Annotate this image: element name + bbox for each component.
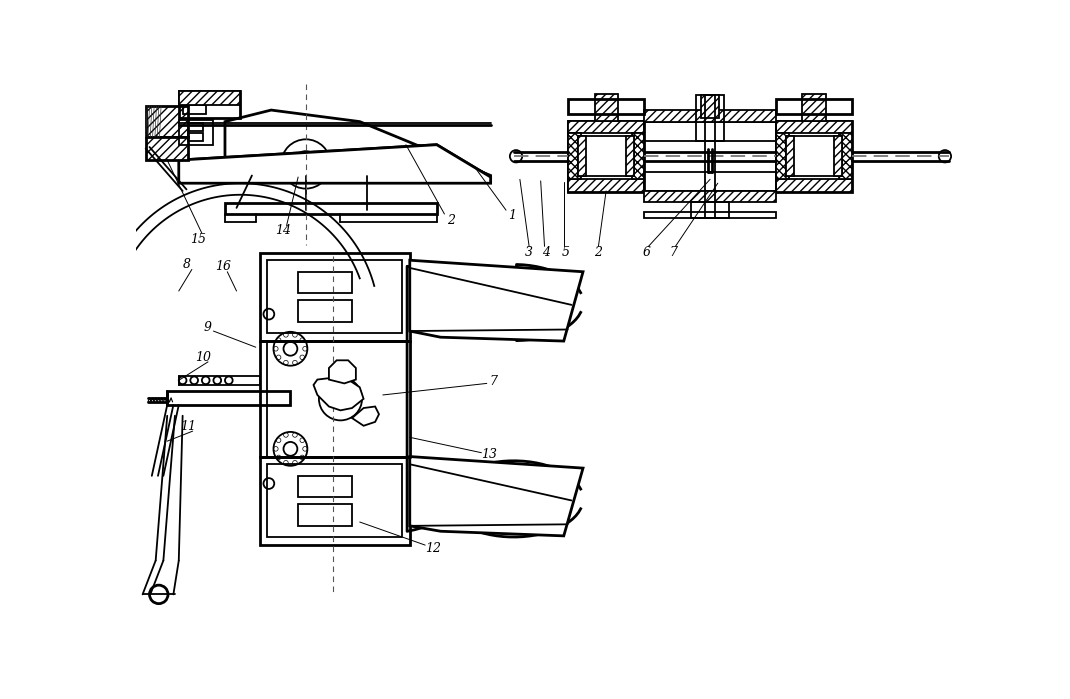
Bar xyxy=(786,136,794,176)
Bar xyxy=(595,94,617,121)
Bar xyxy=(644,122,777,141)
Bar xyxy=(568,134,581,180)
Bar xyxy=(183,105,205,114)
Text: 2: 2 xyxy=(446,214,455,226)
Bar xyxy=(568,121,644,134)
Bar xyxy=(268,464,402,538)
Text: 6: 6 xyxy=(642,246,651,259)
Bar xyxy=(701,94,719,117)
Bar xyxy=(691,203,730,218)
Bar xyxy=(777,121,852,192)
Polygon shape xyxy=(352,407,379,426)
Bar xyxy=(568,121,644,192)
Bar xyxy=(225,203,437,214)
Polygon shape xyxy=(410,456,583,536)
Bar xyxy=(299,272,352,294)
Bar xyxy=(167,391,290,405)
Text: 12: 12 xyxy=(425,542,441,555)
Bar xyxy=(179,91,241,105)
Bar xyxy=(179,91,241,117)
Bar xyxy=(179,375,260,385)
Text: 9: 9 xyxy=(204,321,212,333)
Bar xyxy=(777,134,789,180)
Bar xyxy=(568,180,644,192)
Bar xyxy=(568,99,644,114)
Bar xyxy=(179,120,213,145)
Bar xyxy=(834,136,842,176)
Text: 5: 5 xyxy=(562,246,570,259)
Bar xyxy=(777,180,852,192)
Bar xyxy=(146,106,188,137)
Polygon shape xyxy=(179,110,491,177)
Bar xyxy=(697,94,724,141)
Bar xyxy=(840,134,852,180)
Bar xyxy=(579,136,586,176)
Bar xyxy=(188,134,203,141)
Text: 15: 15 xyxy=(190,233,207,246)
Polygon shape xyxy=(179,145,491,183)
Bar xyxy=(299,504,352,526)
Text: 10: 10 xyxy=(196,351,212,363)
Text: 2: 2 xyxy=(595,246,602,259)
Bar xyxy=(802,94,826,121)
Bar xyxy=(260,252,410,341)
Polygon shape xyxy=(328,360,356,384)
Bar xyxy=(777,99,852,114)
Text: 1: 1 xyxy=(508,209,516,222)
Polygon shape xyxy=(410,260,583,341)
Bar xyxy=(260,456,410,545)
Bar xyxy=(146,137,188,160)
Bar xyxy=(644,110,777,122)
Text: 13: 13 xyxy=(482,448,498,461)
Text: 16: 16 xyxy=(215,260,231,273)
Polygon shape xyxy=(314,377,364,410)
Bar xyxy=(268,260,402,333)
Text: 14: 14 xyxy=(275,224,291,238)
Bar xyxy=(786,136,842,176)
Text: 8: 8 xyxy=(183,257,192,271)
Bar xyxy=(631,134,644,180)
Bar xyxy=(188,123,203,131)
Bar xyxy=(299,301,352,322)
Bar xyxy=(299,476,352,498)
Bar xyxy=(644,212,777,218)
Text: 4: 4 xyxy=(542,246,550,259)
Text: 7: 7 xyxy=(670,246,678,259)
Text: 3: 3 xyxy=(525,246,533,259)
Text: 11: 11 xyxy=(180,420,196,433)
Text: 7: 7 xyxy=(490,375,498,389)
Bar xyxy=(183,96,205,103)
Bar xyxy=(626,136,633,176)
Bar xyxy=(644,172,777,191)
Bar xyxy=(644,191,777,203)
Bar xyxy=(777,121,852,134)
Circle shape xyxy=(302,159,310,168)
Bar xyxy=(579,136,633,176)
